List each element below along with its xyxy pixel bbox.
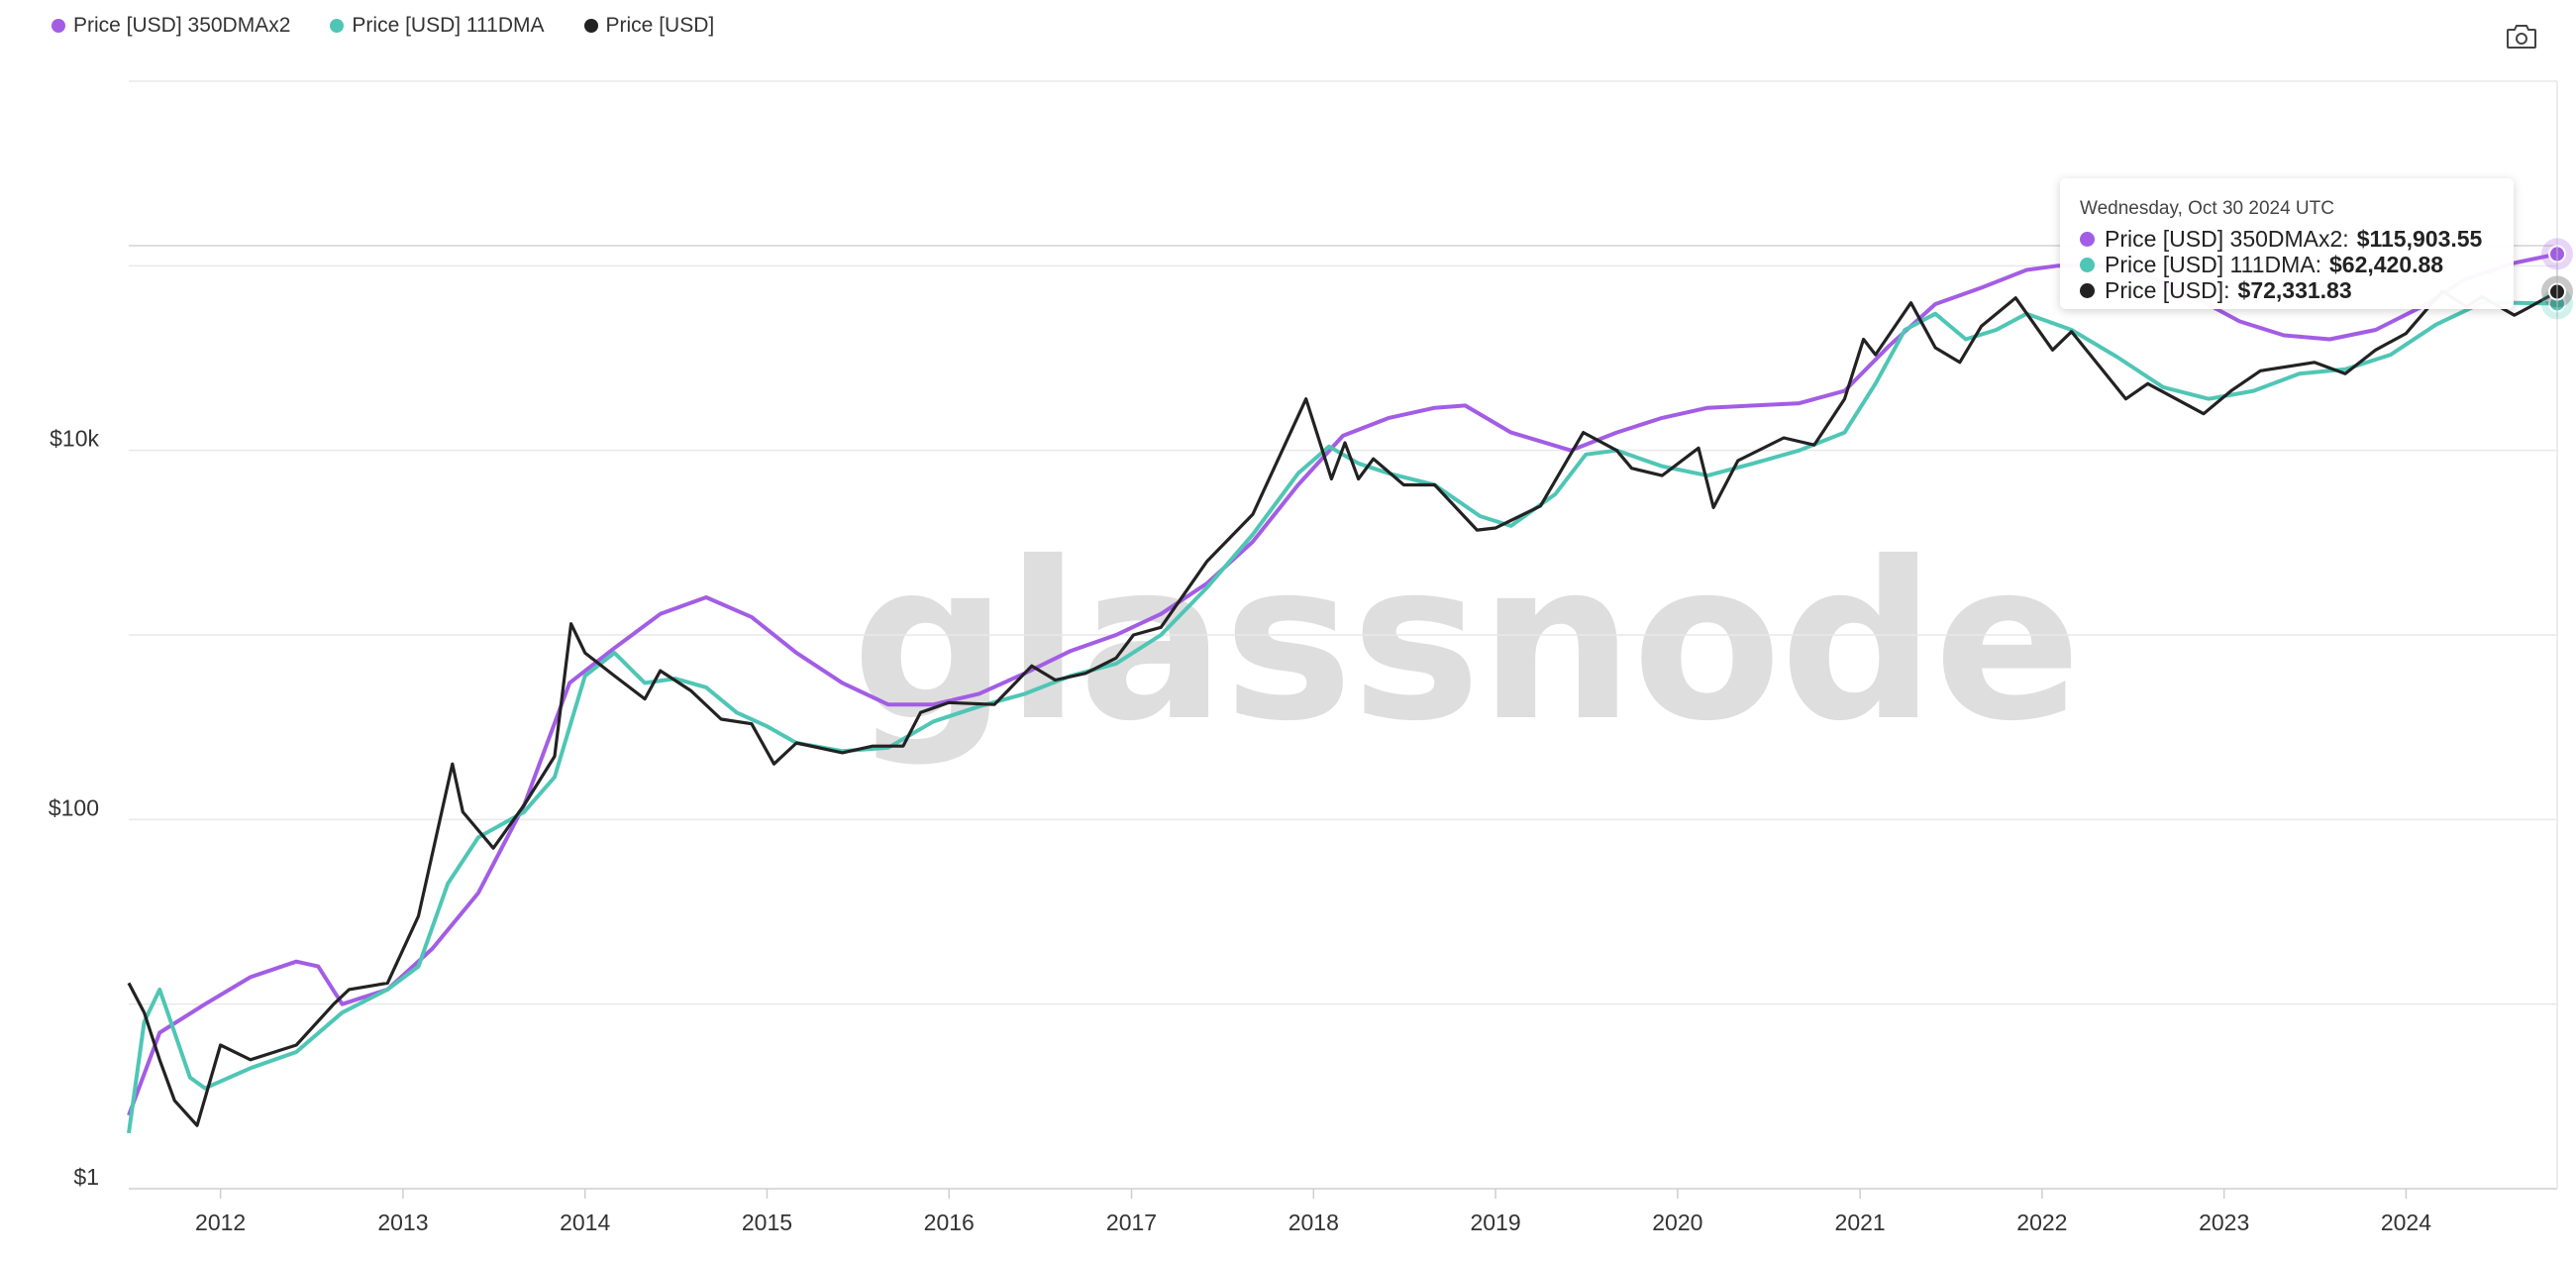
tooltip-row-350dmax2: Price [USD] 350DMAx2: $115,903.55 [2080,226,2514,252]
legend-label-price: Price [USD] [605,14,715,37]
tooltip-row-price: Price [USD]: $72,331.83 [2080,277,2514,303]
x-tick-label: 2024 [2381,1210,2431,1235]
x-tick-label: 2018 [1288,1210,1339,1235]
tooltip-label-111dma: Price [USD] 111DMA: [2105,251,2321,277]
x-tick-label: 2023 [2199,1210,2249,1235]
series-line-price [127,289,2558,1127]
x-tick-label: 2013 [377,1210,428,1235]
x-tick-label: 2015 [742,1210,792,1235]
y-tick-label: $10k [50,426,99,452]
x-tick-label: 2022 [2016,1210,2067,1235]
x-tick-label: 2016 [924,1210,975,1235]
legend-label-350dmax2: Price [USD] 350DMAx2 [73,14,291,37]
x-tick-label: 2014 [560,1210,610,1235]
x-tick-label: 2017 [1106,1210,1157,1235]
legend-label-111dma: Price [USD] 111DMA [352,14,545,37]
legend-dot-111dma [330,19,345,33]
x-tick-label: 2020 [1652,1210,1702,1235]
legend-dot-price [583,19,598,33]
series-line-111dma [127,300,2558,1134]
tooltip-date: Wednesday, Oct 30 2024 UTC [2080,198,2334,219]
tooltip-dot-350dmax2 [2080,231,2095,247]
tooltip-row-111dma: Price [USD] 111DMA: $62,420.88 [2080,252,2514,277]
hover-markers [2541,238,2573,320]
y-tick-label: $1 [73,1164,99,1190]
tooltip-label-350dmax2: Price [USD] 350DMAx2: [2105,225,2349,252]
x-tick-label: 2012 [195,1210,246,1235]
legend-item-price[interactable]: Price [USD] [583,14,715,38]
tooltip: Wednesday, Oct 30 2024 UTC Price [USD] 3… [2060,178,2514,309]
legend-dot-350dmax2 [52,19,65,33]
series-lines [127,252,2558,1134]
legend-item-350dmax2[interactable]: Price [USD] 350DMAx2 [52,14,290,38]
x-tick-label: 2019 [1470,1210,1520,1235]
series-line-350dmax2 [127,252,2558,1116]
x-tick-label: 2021 [1835,1210,1886,1235]
tooltip-dot-price [2080,282,2095,298]
y-axis-ticks: $1 $100 $10k [49,426,100,1190]
tooltip-value-350dmax2: $115,903.55 [2356,225,2483,252]
chart-legend: Price [USD] 350DMAx2 Price [USD] 111DMA … [52,14,714,38]
tooltip-dot-111dma [2080,257,2095,272]
legend-item-111dma[interactable]: Price [USD] 111DMA [330,14,545,38]
camera-icon[interactable] [2506,24,2537,50]
tooltip-label-price: Price [USD]: [2105,276,2230,303]
x-axis-ticks: 2012 2013 2014 2015 2016 2017 2018 2019 2020 2021… [195,1189,2431,1235]
y-tick-label: $100 [49,794,99,820]
tooltip-value-price: $72,331.83 [2237,276,2352,303]
tooltip-value-111dma: $62,420.88 [2328,251,2444,277]
